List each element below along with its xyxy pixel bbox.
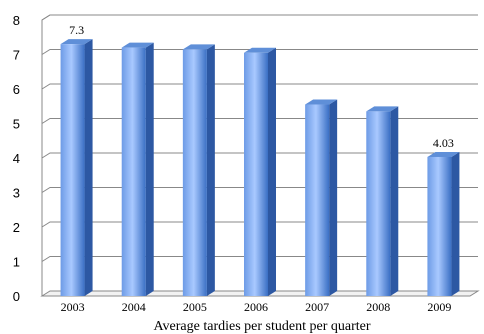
bar-2008 <box>366 106 398 296</box>
bar-front <box>366 111 390 296</box>
bar-2003 <box>61 39 93 296</box>
bar-2006 <box>244 48 276 296</box>
x-tick-label: 2007 <box>305 300 329 314</box>
data-label: 7.3 <box>69 23 84 37</box>
bar-front <box>305 105 329 296</box>
y-tick-label: 8 <box>13 13 20 28</box>
bar-side <box>85 39 93 296</box>
bar-side <box>268 48 276 296</box>
bar-side <box>451 152 459 296</box>
bar-front <box>122 48 146 296</box>
bar-2005 <box>183 44 215 296</box>
bar-front <box>427 157 451 296</box>
bar-side <box>146 43 154 296</box>
x-tick-label: 2003 <box>61 300 85 314</box>
bar-front <box>244 53 268 296</box>
bars <box>61 39 460 296</box>
bar-side <box>207 44 215 296</box>
y-tick-label: 4 <box>13 151 20 166</box>
gridline <box>42 15 478 20</box>
data-label: 4.03 <box>433 136 454 150</box>
bar-front <box>183 49 207 296</box>
y-tick-label: 6 <box>13 82 20 97</box>
x-axis-ticks: 2003 2004 2005 2006 2007 2008 2009 <box>61 300 452 314</box>
y-tick-label: 1 <box>13 255 20 270</box>
x-tick-label: 2005 <box>183 300 207 314</box>
y-axis-ticks: 0 1 2 3 4 5 6 7 8 <box>13 13 20 304</box>
y-tick-label: 7 <box>13 48 20 63</box>
bar-2007 <box>305 100 337 296</box>
bar-2004 <box>122 43 154 296</box>
x-tick-label: 2004 <box>122 300 146 314</box>
x-tick-label: 2008 <box>366 300 390 314</box>
y-tick-label: 0 <box>13 289 20 304</box>
bar-side <box>390 106 398 296</box>
bar-2009 <box>427 152 459 296</box>
x-tick-label: 2009 <box>427 300 451 314</box>
x-axis-title: Average tardies per student per quarter <box>153 319 370 334</box>
bar-side <box>329 100 337 296</box>
y-tick-label: 3 <box>13 186 20 201</box>
y-tick-label: 5 <box>13 117 20 132</box>
bar-front <box>61 44 85 296</box>
x-tick-label: 2006 <box>244 300 268 314</box>
y-tick-label: 2 <box>13 220 20 235</box>
